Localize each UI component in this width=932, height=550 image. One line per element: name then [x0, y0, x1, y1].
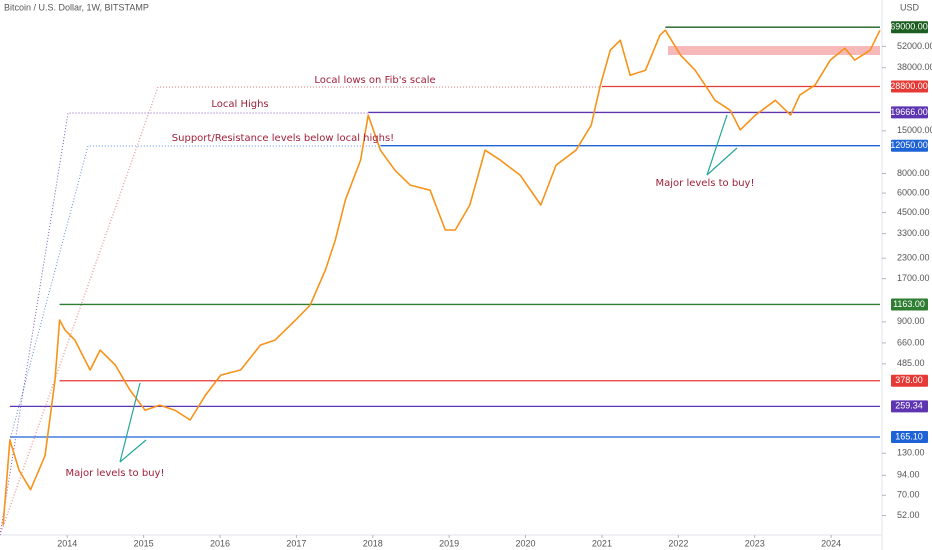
level-badge [891, 21, 928, 34]
level-label: 165.10 [895, 431, 923, 441]
x-tick-label: 2018 [363, 538, 383, 548]
level-badge [891, 106, 928, 119]
x-tick-label: 2020 [516, 538, 536, 548]
x-tick-label: 2019 [439, 538, 459, 548]
annotation: Local lows on Fib's scale [314, 75, 435, 86]
level-label: 69000.00 [890, 22, 928, 32]
x-tick-label: 2021 [592, 538, 612, 548]
y-tick-label: 900.00 [897, 316, 925, 326]
x-tick-label: 2014 [57, 538, 77, 548]
y-tick-label: 94.00 [897, 470, 920, 480]
resistance-zone [668, 46, 880, 55]
x-tick-label: 2017 [286, 538, 306, 548]
y-tick-label: 15000.00 [897, 125, 932, 135]
x-tick-label: 2022 [668, 538, 688, 548]
fib-guide [9, 145, 380, 441]
y-tick-label: 130.00 [897, 448, 925, 458]
fib-guide [0, 112, 368, 536]
annotation: Major levels to buy! [656, 178, 755, 189]
level-label: 378.00 [895, 375, 923, 385]
level-badge [891, 374, 928, 387]
price-line [2, 29, 881, 526]
annotation: Local Highs [211, 99, 268, 110]
x-tick-label: 2015 [134, 538, 154, 548]
arrow-lines [119, 114, 738, 463]
y-tick-label: 3300.00 [897, 228, 930, 238]
level-badge [891, 298, 928, 311]
y-tick-label: 485.00 [897, 358, 925, 368]
y-tick-label: 6000.00 [897, 187, 930, 197]
level-badge [891, 431, 928, 444]
level-label: 19666.00 [890, 107, 928, 117]
level-badge [891, 400, 928, 413]
level-badge [891, 139, 928, 152]
y-tick-label: 70.00 [897, 490, 920, 500]
y-tick-label: 1700.00 [897, 273, 930, 283]
y-tick-label: 38000.00 [897, 62, 932, 72]
y-tick-label: 4500.00 [897, 207, 930, 217]
y-unit: USD [900, 2, 920, 12]
level-badge [891, 80, 928, 93]
chart-title: Bitcoin / U.S. Dollar, 1W, BITSTAMP [4, 2, 149, 12]
level-label: 28800.00 [890, 81, 928, 91]
x-tick-label: 2023 [745, 538, 765, 548]
y-tick-label: 8000.00 [897, 168, 930, 178]
y-tick-label: 52.00 [897, 510, 920, 520]
annotation: Major levels to buy! [66, 468, 165, 479]
y-tick-label: 52000.00 [897, 41, 932, 51]
x-tick-label: 2024 [821, 538, 841, 548]
y-tick-label: 2300.00 [897, 253, 930, 263]
annotation: Support/Resistance levels below local hi… [172, 133, 394, 144]
x-tick-label: 2016 [210, 538, 230, 548]
level-label: 12050.00 [890, 140, 928, 150]
y-tick-label: 660.00 [897, 337, 925, 347]
level-label: 259.34 [895, 401, 923, 411]
level-label: 1163.00 [893, 299, 925, 309]
